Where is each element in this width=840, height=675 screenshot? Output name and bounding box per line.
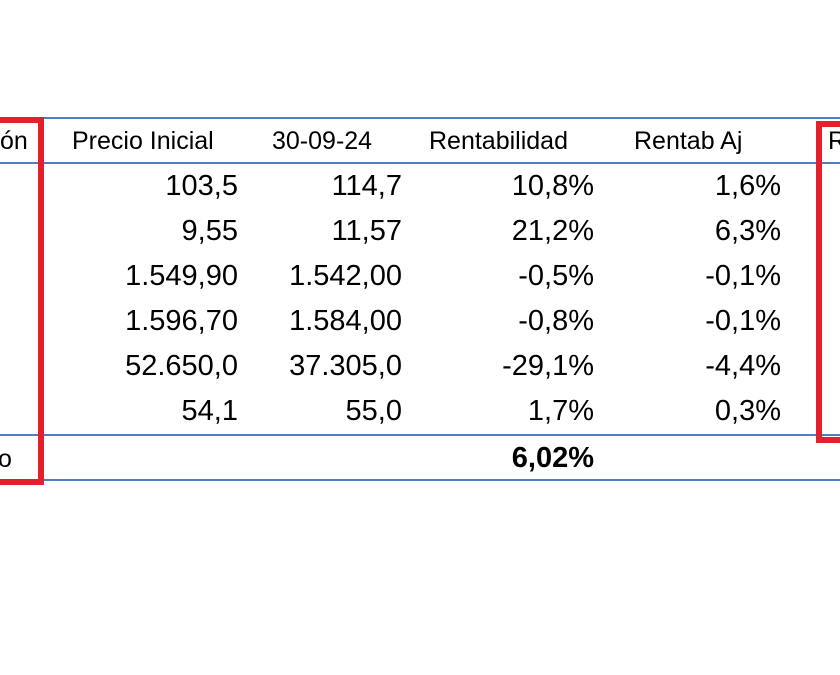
table-bottom-border: [0, 479, 840, 481]
cell-fecha: 1.584,00: [289, 305, 402, 337]
cell-fecha: 11,57: [331, 215, 402, 247]
cell-fecha: 55,0: [345, 395, 402, 427]
cell-rentabilidad: 1,7%: [527, 395, 594, 427]
cell-rentab-aj: 0,3%: [714, 395, 781, 427]
cell-rentabilidad: 10,8%: [511, 170, 594, 202]
cell-precio-inicial: 9,55: [181, 215, 238, 247]
footer-label-partial: o: [0, 445, 12, 473]
cell-precio-inicial: 52.650,0: [125, 350, 238, 382]
cell-rentabilidad: -29,1%: [502, 350, 594, 382]
header-bottom-border: [0, 162, 840, 164]
header-partial-left: ón: [0, 127, 28, 155]
cell-rentab-aj: 1,6%: [714, 170, 781, 202]
cell-rentab-aj: -0,1%: [705, 305, 781, 337]
cell-precio-inicial: 103,5: [165, 170, 238, 202]
cell-rentabilidad: -0,8%: [518, 305, 594, 337]
header-rentab-aj: Rentab Aj: [634, 127, 743, 155]
cell-rentab-aj: -0,1%: [705, 260, 781, 292]
header-precio-inicial: Precio Inicial: [72, 127, 214, 155]
cell-precio-inicial: 1.596,70: [125, 305, 238, 337]
total-rentabilidad: 6,02%: [511, 442, 594, 474]
header-rentabilidad: Rentabilidad: [429, 127, 568, 155]
highlight-box-right: [816, 121, 840, 443]
cell-rentabilidad: -0,5%: [518, 260, 594, 292]
cell-precio-inicial: 54,1: [181, 395, 238, 427]
cell-fecha: 37.305,0: [289, 350, 402, 382]
table-top-border: [0, 117, 840, 119]
cell-precio-inicial: 1.549,90: [125, 260, 238, 292]
cell-fecha: 114,7: [331, 170, 402, 202]
footer-top-border: [0, 434, 840, 436]
cell-rentab-aj: -4,4%: [705, 350, 781, 382]
header-partial-right: R: [828, 127, 840, 155]
cell-rentabilidad: 21,2%: [511, 215, 594, 247]
highlight-box-left: [0, 117, 44, 485]
header-fecha: 30-09-24: [272, 127, 373, 155]
cell-rentab-aj: 6,3%: [714, 215, 781, 247]
cell-fecha: 1.542,00: [289, 260, 402, 292]
